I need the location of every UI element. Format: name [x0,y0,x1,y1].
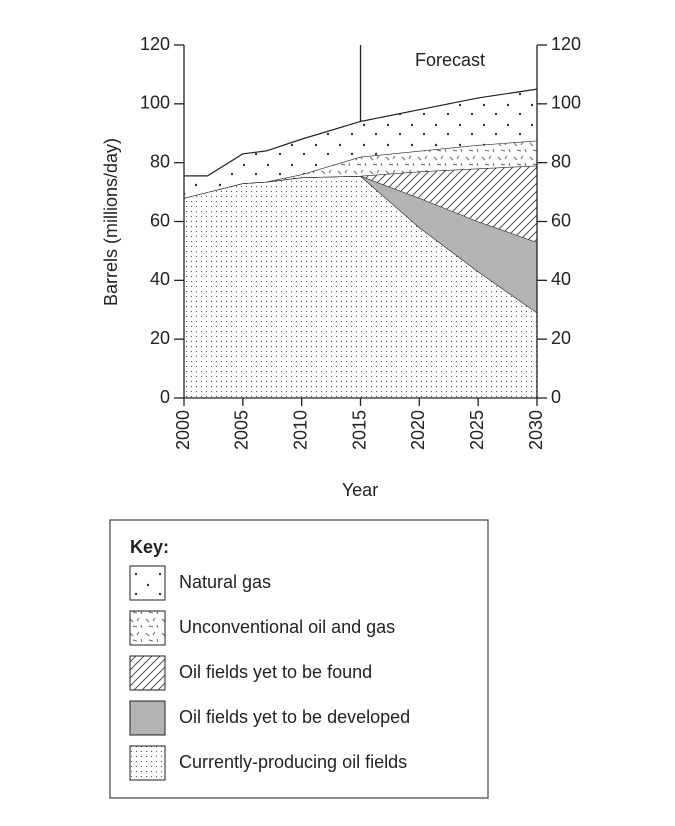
legend-label: Oil fields yet to be found [179,662,372,682]
y-tick-label: 0 [160,387,170,407]
legend-label: Natural gas [179,572,271,592]
legend-box [109,519,489,799]
legend-label: Oil fields yet to be developed [179,707,410,727]
x-axis-label: Year [342,480,378,500]
x-tick-label: 2000 [173,410,193,450]
y2-tick-label: 0 [551,387,561,407]
legend-title: Key: [130,537,169,557]
legend-label: Currently-producing oil fields [179,752,407,772]
legend-label: Unconventional oil and gas [179,617,395,637]
y-tick-label: 100 [140,93,170,113]
x-tick-label: 2015 [349,410,369,450]
y2-tick-label: 40 [551,269,571,289]
area [184,165,537,243]
y-tick-label: 120 [140,34,170,54]
y2-tick-label: 120 [551,34,581,54]
x-tick-label: 2010 [290,410,310,450]
area [184,140,537,198]
y2-tick-label: 60 [551,210,571,230]
legend-swatch [129,700,166,736]
legend-swatch [129,610,166,646]
x-tick-label: 2020 [408,410,428,450]
legend-swatch [129,655,166,691]
annotation: Forecast [415,50,485,70]
x-tick-label: 2030 [526,410,546,450]
legend-swatch [129,745,166,781]
y-tick-label: 40 [150,269,170,289]
legend-swatch [129,565,166,601]
area [184,89,537,198]
y-tick-label: 20 [150,328,170,348]
y2-tick-label: 20 [551,328,571,348]
y-tick-label: 80 [150,151,170,171]
x-tick-label: 2025 [467,410,487,450]
y-axis-label: Barrels (millions/day) [101,138,121,306]
y2-tick-label: 100 [551,93,581,113]
y2-tick-label: 80 [551,151,571,171]
area [184,175,537,398]
x-tick-label: 2005 [232,410,252,450]
area-edge [184,88,538,177]
y-tick-label: 60 [150,210,170,230]
